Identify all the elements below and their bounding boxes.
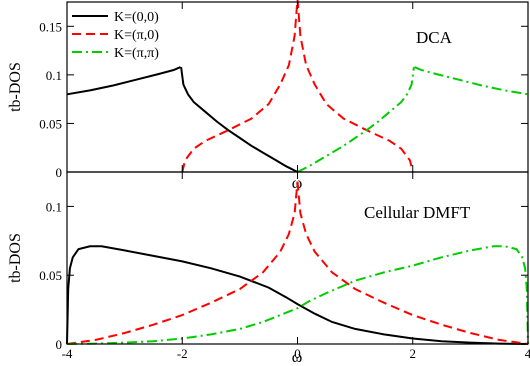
dca-panel: 00.050.10.15 DCA tb-DOS ω K=(0,0)K=(π,0)… [7,0,529,192]
series-line-0-1-1 [296,0,414,173]
series-line-1-1-0 [66,181,299,345]
legend-label: K=(0,0) [114,10,159,25]
legend-label: K=(π,π) [114,46,159,61]
cdmft-y-axis-title: tb-DOS [7,233,24,283]
series-line-0-0-1 [180,66,298,173]
y-tick-label: 0.15 [39,19,62,34]
cdmft-plot-frame [66,171,529,345]
y-tick-label: 0.05 [39,268,62,283]
dca-panel-label: DCA [416,28,453,47]
y-tick-label: 0 [56,337,63,352]
dca-y-axis-title: tb-DOS [7,62,24,112]
series-line-1-1-1 [296,181,529,345]
x-tick-label: 2 [410,346,417,361]
x-tick-label: -4 [62,346,73,361]
series-line-0-2-0 [297,66,415,173]
y-tick-label: 0.1 [46,199,62,214]
legend: K=(0,0) K=(π,0) K=(π,π) [72,10,159,61]
y-tick-label: 0.1 [46,68,62,83]
y-tick-label: 0 [56,165,63,180]
cellular-dmft-panel: 0 0.05 0.1 -4 -2 0 2 4 Cellular DMFT tb-DOS ω [7,171,530,366]
cdmft-x-axis-title: ω [292,349,303,366]
series-line-1-2-0 [66,245,529,345]
cdmft-panel-label: Cellular DMFT [364,203,471,222]
x-tick-label: 4 [525,346,530,361]
x-tick-label: -2 [177,346,188,361]
series-line-0-0-0 [66,66,181,96]
series-line-1-0-0 [66,245,529,345]
x-tick-label: 0 [294,346,301,361]
legend-label: K=(π,0) [114,28,159,43]
series-line-0-2-1 [414,66,529,96]
series-line-0-1-0 [181,0,299,173]
y-tick-label: 0.05 [39,116,62,131]
